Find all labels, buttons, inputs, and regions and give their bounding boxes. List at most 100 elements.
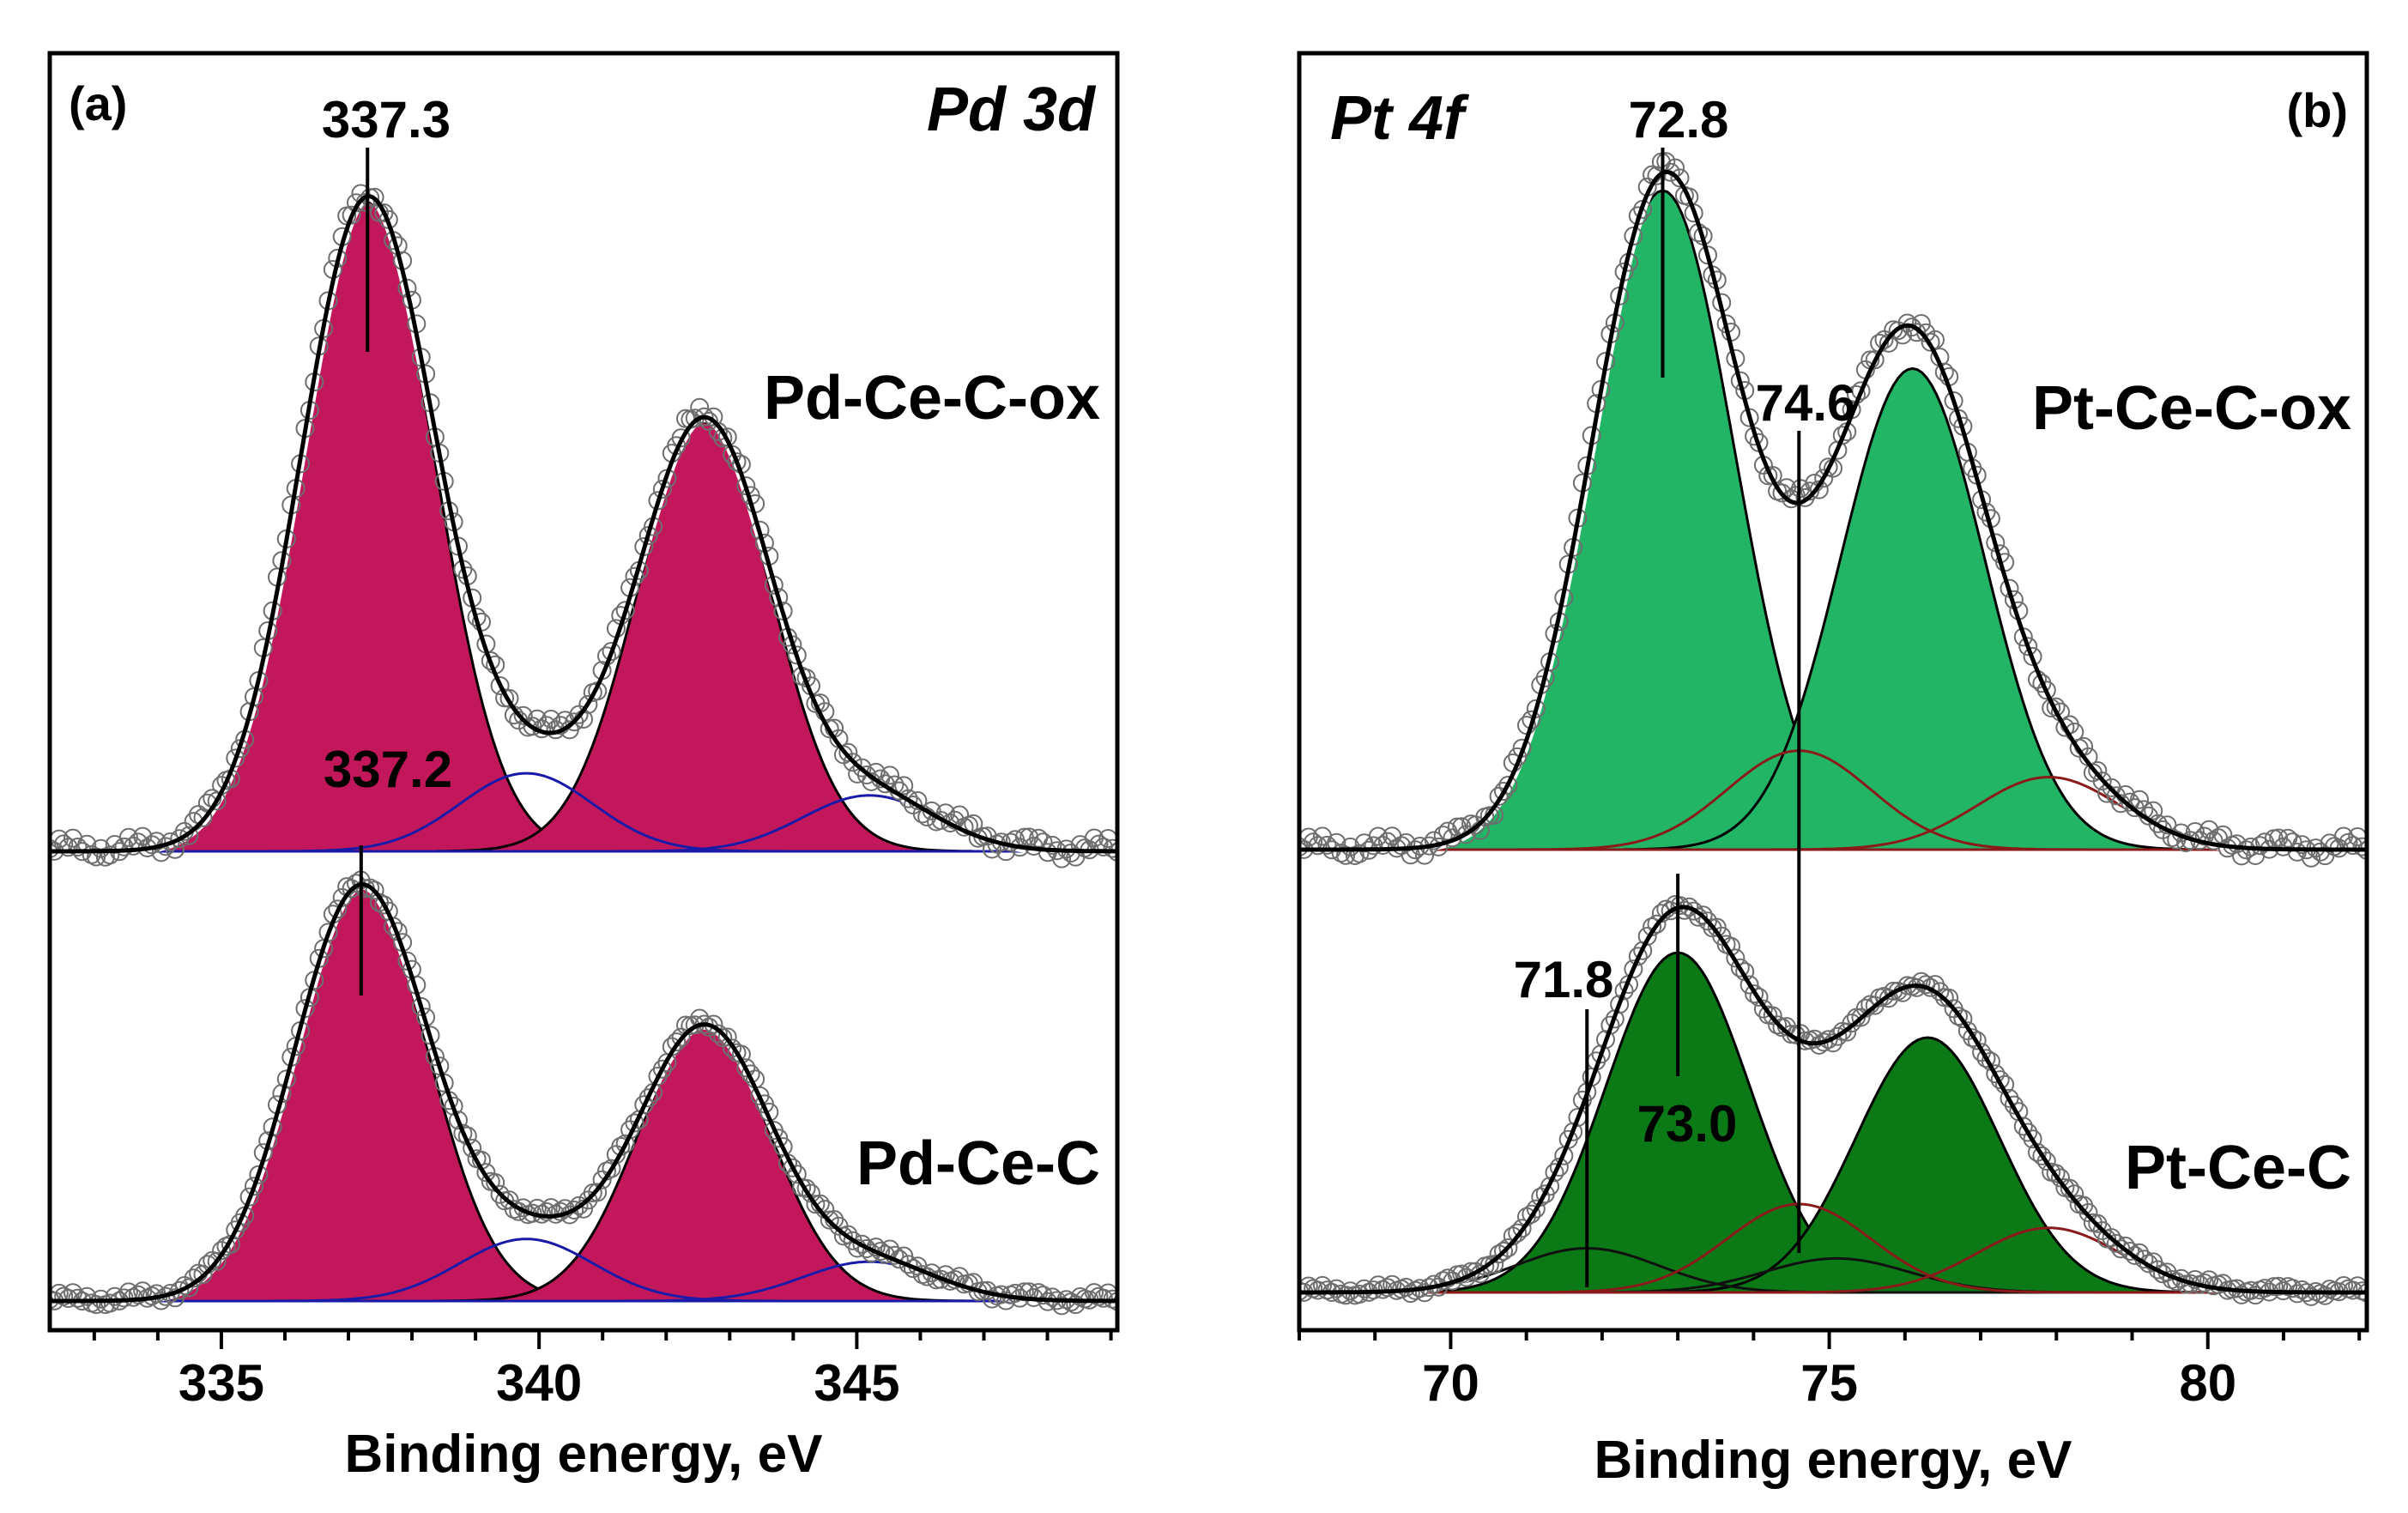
peak-annotation: 337.3	[322, 91, 451, 148]
data-point	[1512, 1219, 1532, 1238]
data-point	[1368, 826, 1388, 846]
data-point	[193, 808, 213, 827]
data-point	[1093, 1288, 1113, 1308]
data-point	[1963, 1028, 1982, 1048]
data-point	[638, 1088, 658, 1108]
data-point	[1967, 1031, 1987, 1050]
data-point	[2013, 1117, 2033, 1136]
data-point	[708, 1024, 728, 1044]
data-point	[1624, 959, 1643, 979]
data-point	[1730, 958, 1750, 977]
data-point	[1633, 941, 1653, 960]
data-point	[1953, 1009, 1973, 1029]
x-tick-label: 70	[1422, 1354, 1479, 1412]
data-point	[1647, 914, 1667, 934]
data-point	[625, 1113, 644, 1133]
data-point	[1006, 1283, 1025, 1303]
element-label: Pt 4f	[1330, 84, 1469, 153]
data-point	[856, 1239, 876, 1258]
data-point	[1809, 480, 1829, 499]
data-point	[950, 805, 970, 825]
data-point	[2269, 1276, 2289, 1296]
data-point	[723, 1038, 742, 1058]
data-point	[1424, 831, 1443, 850]
data-point	[1772, 483, 1792, 503]
data-point	[490, 676, 510, 695]
data-point	[527, 709, 547, 729]
data-point	[727, 452, 747, 472]
data-point	[2051, 1168, 2070, 1188]
data-point	[318, 923, 338, 942]
data-point	[1526, 1199, 1546, 1219]
data-point	[671, 428, 691, 448]
data-point	[1093, 838, 1113, 856]
data-point	[588, 1183, 608, 1202]
data-point	[838, 1225, 858, 1244]
data-point	[1564, 1122, 1583, 1141]
data-point	[513, 705, 533, 725]
data-point	[1299, 837, 1309, 856]
data-point	[2000, 1088, 2019, 1108]
data-point	[68, 1288, 88, 1308]
data-point	[838, 742, 858, 762]
data-point	[787, 645, 807, 665]
data-point	[1508, 1223, 1528, 1243]
data-point	[1851, 381, 1871, 401]
x-tick-label: 80	[2179, 1354, 2236, 1412]
data-point	[2148, 1260, 2168, 1280]
data-point	[100, 1293, 120, 1313]
data-point	[1944, 391, 1963, 410]
data-point	[2046, 1164, 2066, 1183]
data-point	[2302, 1286, 2321, 1306]
data-point	[1327, 1279, 1346, 1298]
data-point	[1749, 987, 1769, 1007]
data-point	[2018, 1123, 2038, 1142]
data-point	[374, 895, 394, 915]
data-point	[1884, 981, 1903, 1001]
x-tick-label: 335	[178, 1354, 264, 1412]
data-point	[207, 1251, 227, 1271]
data-point	[239, 1187, 259, 1207]
element-label: Pd 3d	[927, 76, 1097, 144]
data-point	[245, 1177, 263, 1196]
data-point	[105, 1286, 124, 1306]
data-point	[1438, 1268, 1458, 1288]
data-point	[1818, 1030, 1838, 1050]
envelope-halo	[50, 879, 1117, 1306]
data-point	[1317, 835, 1337, 855]
data-point	[1637, 927, 1657, 946]
envelope-fit	[1299, 169, 2367, 852]
plot-area	[1299, 152, 2367, 1306]
data-point	[2106, 1233, 2126, 1253]
data-point	[2232, 1285, 2251, 1304]
data-point	[1610, 995, 1630, 1014]
data-point	[449, 1111, 468, 1130]
data-point	[694, 407, 714, 427]
data-point	[1103, 838, 1117, 858]
peak-annotation: 71.8	[1514, 951, 1614, 1008]
data-point	[128, 1285, 148, 1304]
x-tick-label: 340	[496, 1354, 582, 1412]
data-point	[2125, 1246, 2145, 1265]
data-point	[894, 776, 914, 796]
spectrum-1	[50, 870, 1117, 1316]
data-point	[2023, 647, 2042, 666]
data-point	[2283, 1279, 2302, 1298]
data-point	[1684, 203, 1703, 223]
data-point	[2213, 825, 2233, 844]
peak-fill-1	[1623, 366, 2202, 851]
data-point	[1019, 827, 1039, 847]
data-point	[1549, 1158, 1569, 1177]
data-point	[1331, 844, 1351, 862]
data-point	[58, 1289, 78, 1308]
data-point	[2032, 1146, 2052, 1165]
peak-annotation: 74.6	[1756, 374, 1856, 432]
data-point	[2036, 681, 2056, 700]
data-point	[170, 1280, 190, 1300]
data-point	[2144, 801, 2163, 820]
envelope-halo	[50, 191, 1117, 856]
sample-label: Pt-Ce-C	[2125, 1134, 2351, 1202]
peak-annotation: 73.0	[1637, 1095, 1738, 1153]
axes-frame	[47, 51, 1120, 1333]
